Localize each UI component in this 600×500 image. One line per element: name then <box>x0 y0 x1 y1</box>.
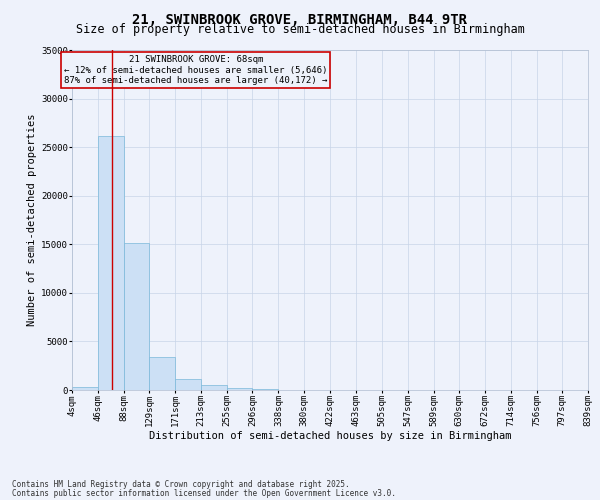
Bar <box>201 385 227 390</box>
X-axis label: Distribution of semi-detached houses by size in Birmingham: Distribution of semi-detached houses by … <box>149 430 511 440</box>
Text: 21 SWINBROOK GROVE: 68sqm
← 12% of semi-detached houses are smaller (5,646)
87% : 21 SWINBROOK GROVE: 68sqm ← 12% of semi-… <box>64 55 328 85</box>
Bar <box>227 388 253 390</box>
Text: Contains HM Land Registry data © Crown copyright and database right 2025.: Contains HM Land Registry data © Crown c… <box>12 480 350 489</box>
Text: 21, SWINBROOK GROVE, BIRMINGHAM, B44 9TR: 21, SWINBROOK GROVE, BIRMINGHAM, B44 9TR <box>133 12 467 26</box>
Text: Contains public sector information licensed under the Open Government Licence v3: Contains public sector information licen… <box>12 488 396 498</box>
Bar <box>149 357 175 390</box>
Y-axis label: Number of semi-detached properties: Number of semi-detached properties <box>27 114 37 326</box>
Bar <box>253 389 278 390</box>
Bar <box>175 380 201 390</box>
Bar <box>124 244 149 390</box>
Bar <box>72 387 98 390</box>
Text: Size of property relative to semi-detached houses in Birmingham: Size of property relative to semi-detach… <box>76 22 524 36</box>
Bar <box>98 136 124 390</box>
